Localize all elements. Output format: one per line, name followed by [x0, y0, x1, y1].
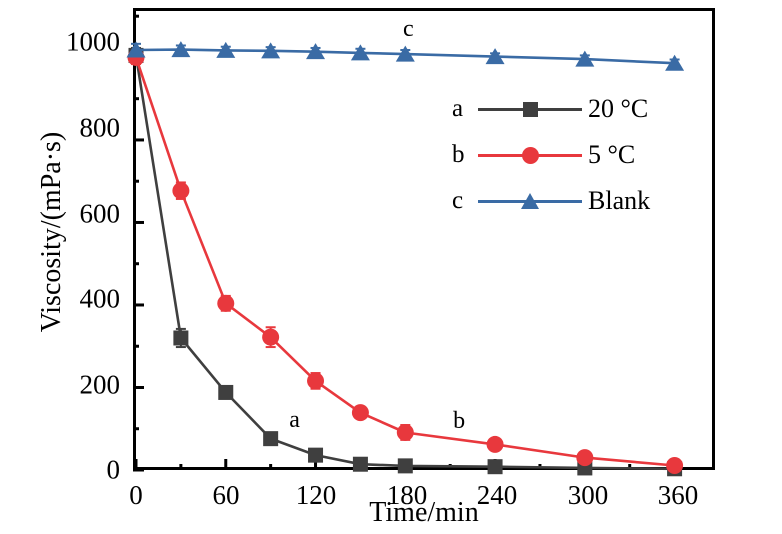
annotation-b: b [453, 408, 466, 435]
y-tick-label-0: 0 [106, 454, 121, 485]
y-tick-label-200: 200 [79, 369, 121, 400]
legend-key-c: c [452, 187, 464, 214]
x-tick-label-60: 60 [212, 480, 240, 510]
legend-swatch-20c [478, 98, 582, 120]
legend-label-blank: Blank [588, 186, 651, 215]
legend-label-20c: 20 °C [588, 94, 649, 123]
y-tick-label-600: 600 [79, 198, 121, 229]
x-tick-label-180: 180 [386, 480, 428, 510]
legend-swatch-blank [478, 190, 582, 212]
x-tick-label-0: 0 [129, 480, 143, 510]
x-tick-label-300: 300 [567, 480, 609, 510]
y-axis-title: Viscosity/(mPa·s) [36, 131, 67, 333]
x-tick-label-120: 120 [295, 480, 337, 510]
triangle-marker-icon [521, 193, 539, 209]
square-marker-icon [522, 101, 538, 117]
annotation-c: c [402, 15, 414, 42]
x-axis-title: Time/min [369, 497, 479, 528]
x-tick-label-360: 360 [657, 480, 699, 510]
y-tick-label-400: 400 [79, 283, 121, 314]
legend-key-b: b [452, 141, 465, 168]
legend-label-5c: 5 °C [588, 140, 636, 169]
legend-swatch-5c [478, 144, 582, 166]
legend-row-c: c Blank [452, 178, 650, 224]
circle-marker-icon [521, 146, 539, 164]
x-tick-label-240: 240 [476, 480, 518, 510]
legend-key-a: a [452, 95, 464, 122]
annotation-a: a [289, 407, 300, 434]
y-tick-label-800: 800 [79, 112, 121, 143]
plot-area [133, 8, 715, 470]
y-tick-label-1000: 1000 [66, 26, 120, 57]
legend-row-b: b 5 °C [452, 132, 650, 178]
legend-row-a: a 20 °C [452, 86, 650, 132]
legend: a 20 °C b 5 °C c Blank [452, 86, 650, 224]
